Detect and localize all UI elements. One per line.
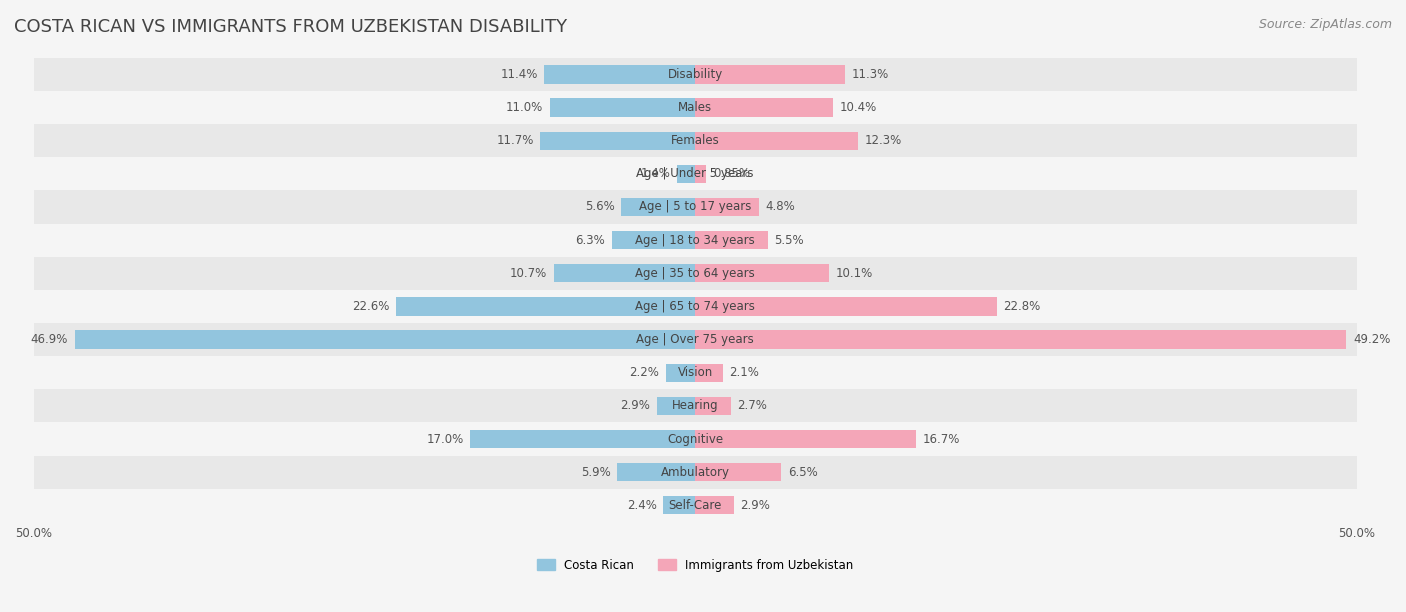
Bar — [695, 198, 759, 216]
Text: Females: Females — [671, 134, 720, 147]
Text: 22.6%: 22.6% — [352, 300, 389, 313]
Text: 5.6%: 5.6% — [585, 201, 614, 214]
Text: 6.3%: 6.3% — [575, 234, 605, 247]
Text: 11.4%: 11.4% — [501, 68, 537, 81]
Bar — [396, 297, 695, 316]
Text: 5.5%: 5.5% — [775, 234, 804, 247]
Legend: Costa Rican, Immigrants from Uzbekistan: Costa Rican, Immigrants from Uzbekistan — [537, 559, 853, 572]
Text: 2.9%: 2.9% — [620, 400, 650, 412]
Bar — [540, 132, 695, 150]
Text: Males: Males — [678, 101, 713, 114]
Bar — [550, 99, 695, 117]
Bar — [695, 99, 832, 117]
Bar — [34, 157, 1357, 190]
Bar — [554, 264, 695, 282]
Bar — [666, 364, 695, 382]
Bar — [664, 496, 695, 515]
Text: 0.85%: 0.85% — [713, 167, 749, 181]
Text: 2.9%: 2.9% — [740, 499, 770, 512]
Bar — [34, 256, 1357, 290]
Text: Self-Care: Self-Care — [668, 499, 721, 512]
Bar — [657, 397, 695, 415]
Text: 10.1%: 10.1% — [835, 267, 873, 280]
Bar — [34, 91, 1357, 124]
Text: 16.7%: 16.7% — [922, 433, 960, 446]
Bar — [75, 330, 695, 349]
Bar — [34, 389, 1357, 422]
Text: 11.0%: 11.0% — [506, 101, 543, 114]
Text: 5.9%: 5.9% — [581, 466, 610, 479]
Bar — [34, 323, 1357, 356]
Text: Age | 18 to 34 years: Age | 18 to 34 years — [636, 234, 755, 247]
Text: Age | 5 to 17 years: Age | 5 to 17 years — [638, 201, 751, 214]
Text: 4.8%: 4.8% — [765, 201, 794, 214]
Bar — [695, 364, 723, 382]
Bar — [34, 489, 1357, 522]
Bar — [617, 463, 695, 481]
Text: Cognitive: Cognitive — [666, 433, 723, 446]
Text: 2.2%: 2.2% — [630, 366, 659, 379]
Text: 46.9%: 46.9% — [31, 333, 67, 346]
Bar — [695, 231, 768, 249]
Bar — [695, 132, 858, 150]
Bar — [695, 463, 782, 481]
Text: Age | 65 to 74 years: Age | 65 to 74 years — [636, 300, 755, 313]
Bar — [470, 430, 695, 448]
Text: 2.7%: 2.7% — [738, 400, 768, 412]
Bar — [544, 65, 695, 83]
Text: Age | 35 to 64 years: Age | 35 to 64 years — [636, 267, 755, 280]
Bar — [676, 165, 695, 183]
Text: 11.7%: 11.7% — [496, 134, 534, 147]
Bar — [612, 231, 695, 249]
Bar — [34, 455, 1357, 489]
Text: Age | Under 5 years: Age | Under 5 years — [637, 167, 754, 181]
Bar — [695, 397, 731, 415]
Bar — [695, 165, 706, 183]
Bar — [695, 297, 997, 316]
Text: 17.0%: 17.0% — [426, 433, 464, 446]
Bar — [34, 58, 1357, 91]
Text: 10.4%: 10.4% — [839, 101, 877, 114]
Bar — [34, 223, 1357, 256]
Text: 49.2%: 49.2% — [1353, 333, 1391, 346]
Bar — [34, 422, 1357, 455]
Bar — [34, 290, 1357, 323]
Text: 2.1%: 2.1% — [730, 366, 759, 379]
Text: 12.3%: 12.3% — [865, 134, 901, 147]
Text: 11.3%: 11.3% — [852, 68, 889, 81]
Text: 22.8%: 22.8% — [1004, 300, 1040, 313]
Bar — [695, 430, 917, 448]
Text: Age | Over 75 years: Age | Over 75 years — [637, 333, 754, 346]
Bar — [34, 190, 1357, 223]
Text: 2.4%: 2.4% — [627, 499, 657, 512]
Bar — [621, 198, 695, 216]
Bar — [34, 124, 1357, 157]
Text: Vision: Vision — [678, 366, 713, 379]
Bar — [695, 264, 830, 282]
Text: COSTA RICAN VS IMMIGRANTS FROM UZBEKISTAN DISABILITY: COSTA RICAN VS IMMIGRANTS FROM UZBEKISTA… — [14, 18, 567, 36]
Text: 10.7%: 10.7% — [510, 267, 547, 280]
Text: 6.5%: 6.5% — [787, 466, 817, 479]
Bar — [695, 330, 1347, 349]
Bar — [34, 356, 1357, 389]
Bar — [695, 65, 845, 83]
Text: Hearing: Hearing — [672, 400, 718, 412]
Text: Ambulatory: Ambulatory — [661, 466, 730, 479]
Text: 1.4%: 1.4% — [640, 167, 671, 181]
Bar — [695, 496, 734, 515]
Text: Source: ZipAtlas.com: Source: ZipAtlas.com — [1258, 18, 1392, 31]
Text: Disability: Disability — [668, 68, 723, 81]
